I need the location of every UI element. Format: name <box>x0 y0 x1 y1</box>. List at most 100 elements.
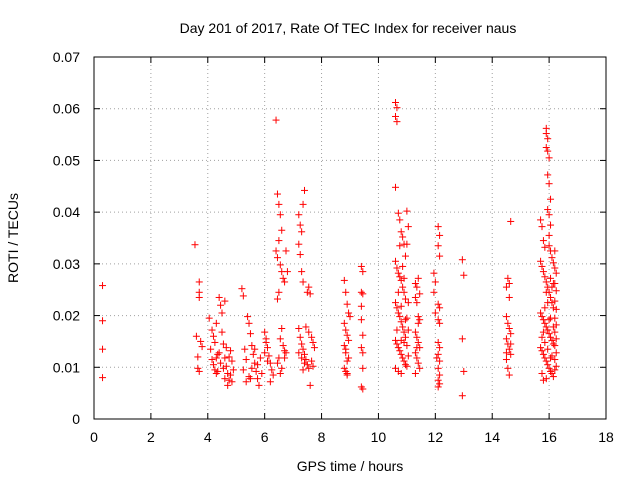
data-point <box>460 367 468 375</box>
data-point <box>343 357 351 365</box>
x-tick-label: 12 <box>428 429 444 445</box>
data-point <box>392 183 400 191</box>
data-point <box>547 354 555 362</box>
data-point <box>538 262 546 270</box>
data-point <box>392 257 400 265</box>
x-tick-labels: 0 2 4 6 8 10 12 14 16 18 <box>90 429 614 445</box>
data-point <box>396 216 404 224</box>
data-point <box>393 264 401 272</box>
data-point <box>433 354 441 362</box>
data-point <box>504 364 512 372</box>
data-point <box>401 295 409 303</box>
data-point <box>299 200 307 208</box>
data-point <box>273 359 281 367</box>
data-point <box>549 259 557 267</box>
data-point <box>401 252 409 260</box>
data-point <box>214 367 222 375</box>
data-point <box>241 345 249 353</box>
data-point <box>239 366 247 374</box>
data-point <box>434 364 442 372</box>
data-point <box>460 271 468 279</box>
data-point <box>194 364 202 372</box>
data-point <box>404 326 412 334</box>
data-point <box>399 262 407 270</box>
data-point <box>207 345 215 353</box>
data-point <box>300 186 308 194</box>
data-point <box>212 354 220 362</box>
data-point <box>393 104 401 112</box>
data-point <box>278 325 286 332</box>
data-point <box>502 349 510 357</box>
data-point <box>359 290 367 298</box>
data-point <box>551 356 559 364</box>
data-point <box>396 313 404 321</box>
grid-lines <box>94 57 606 419</box>
data-point <box>404 299 412 307</box>
data-point <box>544 299 552 307</box>
data-point <box>537 309 545 317</box>
data-point <box>392 99 400 107</box>
data-point <box>401 316 409 324</box>
x-tick-label: 2 <box>147 429 155 445</box>
data-point <box>255 381 263 389</box>
data-point <box>539 237 547 245</box>
data-point <box>544 147 552 155</box>
data-point <box>502 356 510 364</box>
data-point <box>399 354 407 362</box>
data-point <box>538 347 546 355</box>
data-point <box>401 361 409 369</box>
data-point <box>212 319 220 327</box>
data-point <box>542 130 550 138</box>
data-point <box>208 326 216 334</box>
data-point <box>541 338 549 346</box>
data-point <box>214 350 222 358</box>
data-point <box>397 336 405 344</box>
y-tick-label: 0 <box>72 411 80 427</box>
data-point <box>547 333 555 341</box>
data-point <box>548 336 556 344</box>
data-point <box>308 333 316 341</box>
data-point <box>281 354 289 362</box>
data-point <box>295 325 303 332</box>
data-point <box>394 309 402 317</box>
data-point <box>545 316 553 324</box>
data-point <box>436 319 444 327</box>
data-point <box>548 369 556 377</box>
data-point <box>551 366 559 374</box>
data-point <box>397 302 405 310</box>
data-point <box>299 278 307 286</box>
data-point <box>396 347 404 355</box>
data-point <box>436 344 444 352</box>
data-point <box>551 342 559 350</box>
data-point <box>305 283 313 291</box>
data-point <box>542 323 550 331</box>
data-point <box>244 313 252 321</box>
data-point <box>340 364 348 372</box>
data-point <box>551 328 559 336</box>
data-point <box>547 314 555 322</box>
y-tick-labels: 0 0.01 0.02 0.03 0.04 0.05 0.06 0.07 <box>53 49 80 427</box>
data-point <box>258 369 266 377</box>
data-point <box>276 211 284 219</box>
data-point <box>208 356 216 364</box>
data-point <box>296 251 304 259</box>
x-tick-label: 8 <box>318 429 326 445</box>
data-point <box>209 361 217 369</box>
data-point <box>217 359 225 367</box>
data-point <box>242 356 250 364</box>
data-point <box>537 216 545 224</box>
data-point <box>246 330 254 338</box>
data-point <box>228 357 236 365</box>
data-point <box>282 349 290 357</box>
x-tick-label: 18 <box>598 429 614 445</box>
data-point <box>357 262 365 270</box>
data-point <box>296 221 304 229</box>
data-point <box>541 273 549 281</box>
data-point <box>300 350 308 358</box>
data-point <box>300 359 308 367</box>
data-point <box>192 332 200 340</box>
data-point <box>548 283 556 291</box>
data-point <box>99 374 107 382</box>
data-point <box>413 344 421 352</box>
